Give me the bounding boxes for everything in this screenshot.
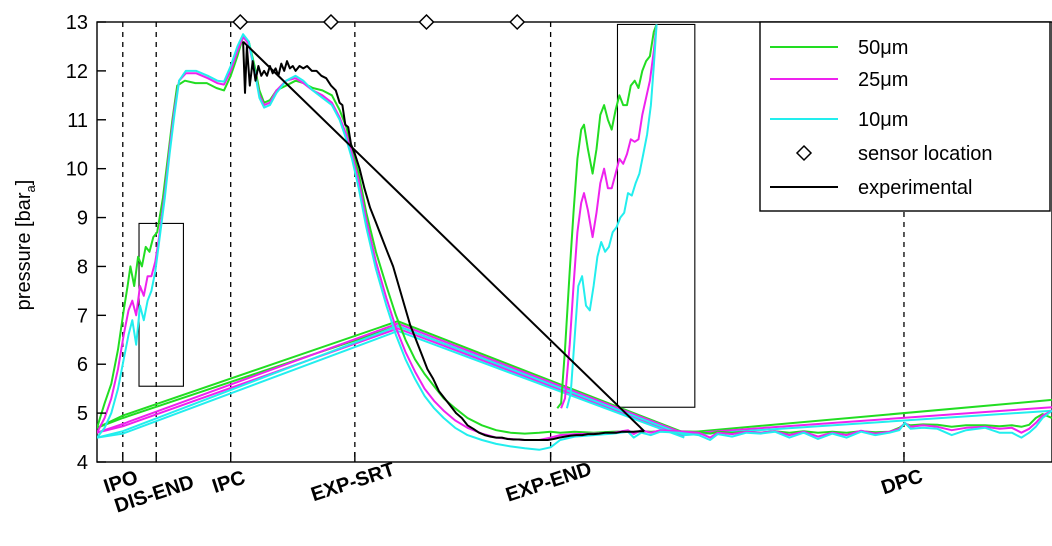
y-tick-label: 5 [77, 403, 88, 425]
series-inset-line [560, 24, 658, 409]
legend-sensor-diamond [795, 144, 813, 162]
y-tick-label: 6 [77, 354, 88, 376]
series-closing-line [242, 40, 645, 432]
series-envelope-lower [97, 325, 685, 437]
y-axis-label-text: pressure [bar [13, 192, 35, 310]
y-tick-label: 7 [77, 305, 88, 327]
y-axis: 4 5 6 7 8 9 10 11 12 13 [66, 12, 106, 474]
series-envelope-lower [97, 327, 685, 438]
y-tick-label: 10 [66, 159, 88, 181]
legend-label: 25μm [858, 69, 908, 91]
series-envelope-upper [97, 325, 1052, 439]
event-label: DPC [879, 465, 926, 499]
series-inset-line [565, 24, 658, 409]
event-label: EXP-SRT [308, 458, 397, 506]
sensor-diamond [509, 13, 526, 31]
y-axis-label-close: ] [13, 180, 35, 186]
series-line [242, 41, 645, 441]
sensor-diamond [232, 13, 249, 31]
series-envelope-lower [97, 330, 685, 439]
y-tick-label: 9 [77, 208, 88, 230]
legend-label: sensor location [858, 143, 993, 165]
event-label: IPC [210, 467, 249, 498]
y-tick-label: 8 [77, 256, 88, 278]
series-envelope-upper [97, 322, 1052, 435]
legend-label: 50μm [858, 37, 908, 59]
sensor-diamond [418, 13, 435, 31]
event-label: EXP-END [503, 458, 594, 506]
y-axis-label: pressure [bara] [13, 180, 38, 311]
y-tick-label: 13 [66, 12, 88, 34]
legend-label: experimental [858, 177, 973, 199]
inset-frame [616, 23, 696, 408]
legend-label: 10μm [858, 109, 908, 131]
legend-box [759, 21, 1051, 212]
y-tick-label: 4 [77, 452, 88, 474]
y-tick-label: 11 [67, 110, 88, 132]
y-axis-label-subscript: a [23, 184, 38, 192]
series-layer [97, 24, 1052, 451]
y-tick-label: 12 [66, 61, 88, 83]
series-inset-line [556, 24, 658, 409]
plot-frame [96, 21, 1052, 463]
sensor-location-markers [232, 13, 526, 31]
series-line [97, 33, 1052, 451]
legend: 50μm 25μm 10μm experimental sensor location [759, 21, 1051, 212]
sensor-diamond [322, 13, 340, 31]
